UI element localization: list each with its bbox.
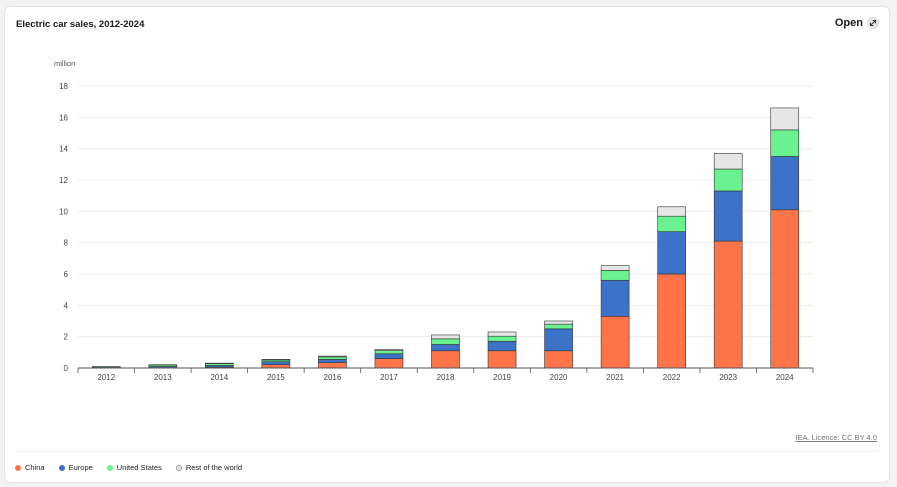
y-axis-unit-label: million bbox=[54, 59, 75, 68]
united-states-dot-icon bbox=[106, 464, 113, 471]
legend-label-europe: Europe bbox=[68, 463, 93, 472]
bar-segment bbox=[713, 168, 743, 192]
bar-segment bbox=[770, 156, 800, 211]
legend-item-united-states[interactable]: United States bbox=[106, 463, 162, 472]
x-tick-label: 2016 bbox=[324, 373, 342, 382]
bar-segment bbox=[374, 353, 404, 359]
bar-segment bbox=[657, 206, 686, 217]
bar-segment bbox=[770, 107, 800, 131]
bar-segment bbox=[544, 328, 573, 352]
bar-segment bbox=[770, 129, 800, 157]
bar-segment bbox=[487, 341, 517, 352]
x-tick-label: 2020 bbox=[550, 373, 568, 382]
legend: China Europe United States Rest of the w… bbox=[15, 463, 242, 472]
bar-segment bbox=[431, 350, 460, 369]
bar-segment bbox=[544, 350, 573, 369]
y-tick-label: 8 bbox=[64, 239, 69, 248]
y-tick-label: 14 bbox=[59, 145, 68, 154]
y-tick-label: 18 bbox=[59, 82, 68, 91]
y-tick-label: 4 bbox=[64, 301, 69, 310]
x-tick-label: 2014 bbox=[210, 373, 228, 382]
open-button[interactable]: Open bbox=[835, 17, 879, 29]
bar-segment bbox=[657, 273, 686, 369]
y-tick-label: 6 bbox=[64, 270, 69, 279]
expand-icon bbox=[867, 17, 879, 29]
x-tick-label: 2015 bbox=[267, 373, 285, 382]
legend-label-china: China bbox=[25, 463, 45, 472]
legend-label-united-states: United States bbox=[116, 463, 162, 472]
x-tick-label: 2024 bbox=[776, 373, 794, 382]
rest-of-world-dot-icon bbox=[175, 464, 182, 471]
bar-segment bbox=[657, 215, 686, 233]
bar-segment bbox=[600, 279, 630, 317]
bar-segment bbox=[374, 349, 404, 351]
licence-link[interactable]: IEA. Licence: CC BY 4.0 bbox=[795, 433, 877, 442]
x-tick-label: 2017 bbox=[380, 373, 398, 382]
legend-item-europe[interactable]: Europe bbox=[58, 463, 93, 472]
y-tick-label: 2 bbox=[64, 333, 69, 342]
bar-segment bbox=[487, 331, 517, 337]
bar-segment bbox=[261, 359, 291, 361]
legend-item-china[interactable]: China bbox=[15, 463, 45, 472]
bar-segment bbox=[318, 362, 347, 369]
x-tick-label: 2021 bbox=[606, 373, 624, 382]
bar-segment bbox=[600, 315, 630, 369]
legend-item-rest-of-world[interactable]: Rest of the world bbox=[175, 463, 243, 472]
legend-label-rest-of-world: Rest of the world bbox=[185, 463, 243, 472]
bar-segment bbox=[318, 355, 347, 358]
x-tick-label: 2013 bbox=[154, 373, 172, 382]
bar-segment bbox=[713, 190, 743, 242]
y-tick-label: 10 bbox=[59, 207, 68, 216]
bar-segment bbox=[318, 356, 347, 360]
bar-segment bbox=[487, 335, 517, 342]
x-tick-label: 2018 bbox=[437, 373, 455, 382]
bar-segment bbox=[600, 270, 630, 281]
bar-segment bbox=[431, 338, 460, 345]
y-tick-label: 0 bbox=[64, 364, 69, 373]
bar-segment bbox=[318, 359, 347, 363]
bar-segment bbox=[374, 358, 404, 369]
bar-segment bbox=[487, 350, 517, 369]
bar-segment bbox=[431, 334, 460, 340]
y-tick-label: 12 bbox=[59, 176, 68, 185]
divider bbox=[15, 451, 879, 452]
bar-segment bbox=[431, 344, 460, 352]
x-tick-label: 2019 bbox=[493, 373, 511, 382]
bar-segment bbox=[713, 153, 743, 170]
bar-segment bbox=[544, 320, 573, 325]
bar-segment bbox=[544, 323, 573, 330]
stacked-bar-chart: million 0 2 4 6 8 10 12 14 16 18 2012 2013 2014 2015 20… bbox=[54, 59, 814, 382]
china-dot-icon bbox=[15, 464, 21, 471]
europe-dot-icon bbox=[58, 464, 65, 471]
x-tick-label: 2012 bbox=[97, 373, 115, 382]
chart-title: Electric car sales, 2012-2024 bbox=[16, 19, 145, 30]
bar-segment bbox=[770, 209, 800, 369]
y-tick-label: 16 bbox=[59, 113, 68, 122]
x-tick-label: 2022 bbox=[663, 373, 681, 382]
bar-segment bbox=[261, 361, 291, 366]
bar-segment bbox=[713, 240, 743, 369]
bar-segment bbox=[657, 231, 686, 275]
x-tick-label: 2023 bbox=[719, 373, 737, 382]
open-button-label: Open bbox=[834, 17, 863, 29]
bar-segment bbox=[374, 350, 404, 355]
bar-segment bbox=[600, 265, 630, 271]
